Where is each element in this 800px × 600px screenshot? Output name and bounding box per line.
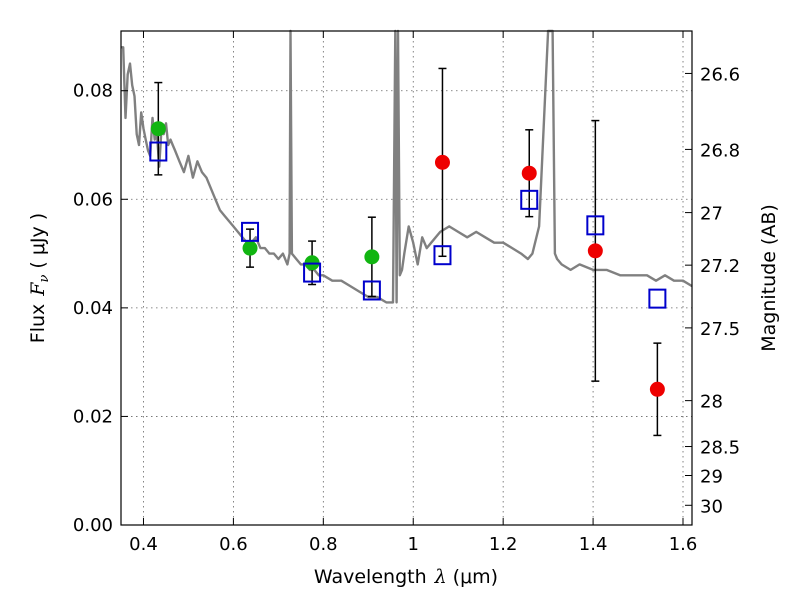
x-tick-label: 0.4 [129,534,158,555]
model-square-point [362,280,381,301]
red-point [587,243,603,259]
x-tick-label: 1.2 [489,534,518,555]
model-square-point [303,262,322,283]
grid [121,31,692,525]
x-tick-label: 1 [408,534,419,555]
y2-tick-label: 28.5 [700,438,740,459]
y2-tick-label: 28 [700,392,723,413]
y2-tick-label: 26.6 [700,64,740,85]
model-square-point [433,245,452,266]
y-tick-label: 0.08 [73,81,113,102]
y2-tick-label: 27.5 [700,319,740,340]
y-tick-label: 0.00 [73,515,113,536]
model-square-point [149,141,168,162]
y2-tick-label: 26.8 [700,140,740,161]
red-point [521,165,537,181]
spectrum-line [121,29,693,304]
x-tick-label: 1.6 [669,534,698,555]
y2-tick-label: 27 [700,204,723,225]
y2-axis-title: Magnitude (AB) [758,204,780,352]
x-tick-label: 1.4 [579,534,608,555]
spectrum-layer [121,29,693,304]
y-tick-label: 0.06 [73,189,113,210]
red-point [649,381,665,397]
model-square-point [586,215,605,236]
x-tick-label: 0.6 [219,534,248,555]
model-square-point [520,189,539,210]
model-square-point [648,288,667,309]
points-layer [149,67,667,437]
y-tick-label: 0.04 [73,298,113,319]
x-tick-label: 0.8 [309,534,338,555]
y2-tick-label: 27.2 [700,256,740,277]
plot-frame [120,30,693,526]
y2-tick-label: 30 [700,496,723,517]
y2-tick-label: 29 [700,466,723,487]
green-point [242,240,258,256]
model-square-point [241,221,260,242]
ticks-layer: 0.4 0.6 0.8 1 1.2 1.4 1.6 0.00 0.02 0.04 0.06 0.08 2… [73,31,740,555]
x-axis-title: Wavelength λ (μm) [314,566,498,588]
red-point [434,154,450,170]
green-point [364,249,380,265]
y-axis-title: FluxFν( μJy ) [27,213,52,343]
y-tick-label: 0.02 [73,406,113,427]
green-point [150,121,166,137]
